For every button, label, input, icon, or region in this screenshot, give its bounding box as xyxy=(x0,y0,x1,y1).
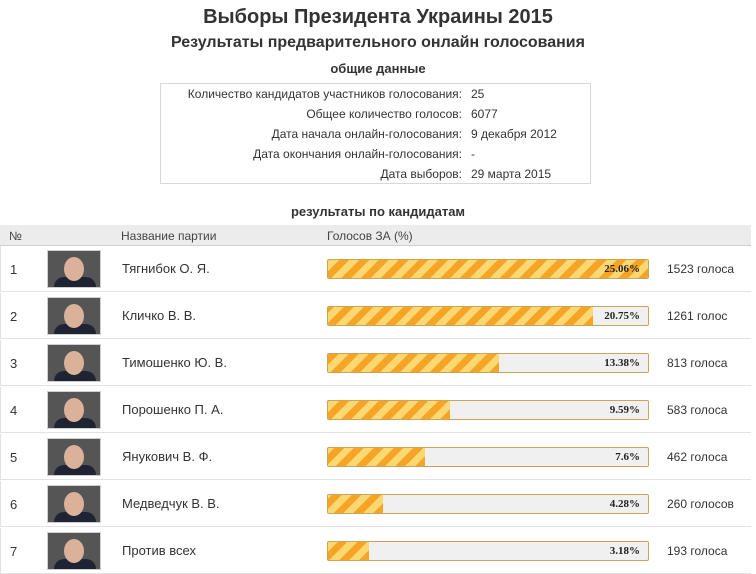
vote-percent: 7.6% xyxy=(615,451,640,463)
vote-progress-bar: 3.18% xyxy=(327,541,649,561)
table-row: 4 Порошенко П. А. 9.59% 583 голоса xyxy=(0,387,751,433)
candidate-name[interactable]: Янукович В. Ф. xyxy=(122,449,213,464)
info-label: Дата окончания онлайн-голосования: xyxy=(253,147,462,161)
candidate-name[interactable]: Кличко В. В. xyxy=(122,308,197,323)
info-value: 25 xyxy=(471,87,485,101)
candidate-photo[interactable] xyxy=(47,532,101,570)
column-header-name: Название партии xyxy=(121,229,217,243)
info-row-start-date: Дата начала онлайн-голосования: 9 декабр… xyxy=(161,124,592,144)
vote-count: 260 голосов xyxy=(667,497,734,511)
vote-progress-fill xyxy=(328,260,648,278)
candidate-name[interactable]: Тимошенко Ю. В. xyxy=(122,355,227,370)
table-row: 1 Тягнибок О. Я. 25.06% 1523 голоса xyxy=(0,246,751,292)
info-label: Количество кандидатов участников голосов… xyxy=(187,87,462,101)
row-number: 2 xyxy=(10,309,18,324)
vote-percent: 3.18% xyxy=(609,545,640,557)
info-row-total-votes: Общее количество голосов: 6077 xyxy=(161,104,592,124)
info-value: 29 марта 2015 xyxy=(471,167,552,181)
row-number: 4 xyxy=(10,403,18,418)
candidate-photo[interactable] xyxy=(47,344,101,382)
table-row: 3 Тимошенко Ю. В. 13.38% 813 голоса xyxy=(0,340,751,386)
candidate-name[interactable]: Медведчук В. В. xyxy=(122,496,220,511)
general-info-box: Количество кандидатов участников голосов… xyxy=(160,83,591,184)
vote-progress-fill xyxy=(328,354,499,372)
page-title: Выборы Президента Украины 2015 xyxy=(203,6,553,28)
info-value: 9 декабря 2012 xyxy=(471,127,557,141)
vote-percent: 9.59% xyxy=(609,404,640,416)
table-row: 2 Кличко В. В. 20.75% 1261 голос xyxy=(0,293,751,339)
vote-progress-bar: 25.06% xyxy=(327,259,649,279)
vote-progress-fill xyxy=(328,542,369,560)
info-value: - xyxy=(471,147,475,161)
vote-percent: 25.06% xyxy=(604,263,640,275)
vote-progress-fill xyxy=(328,307,593,325)
info-row-candidates: Количество кандидатов участников голосов… xyxy=(161,84,592,104)
candidate-photo[interactable] xyxy=(47,250,101,288)
table-row: 5 Янукович В. Ф. 7.6% 462 голоса xyxy=(0,434,751,480)
vote-progress-bar: 9.59% xyxy=(327,400,649,420)
vote-progress-fill xyxy=(328,495,383,513)
candidate-photo[interactable] xyxy=(47,485,101,523)
vote-percent: 4.28% xyxy=(609,498,640,510)
vote-percent: 20.75% xyxy=(604,310,640,322)
candidate-photo[interactable] xyxy=(47,297,101,335)
row-number: 1 xyxy=(10,262,18,277)
column-header-num: № xyxy=(9,229,22,243)
vote-percent: 13.38% xyxy=(604,357,640,369)
vote-progress-fill xyxy=(328,401,450,419)
vote-count: 1523 голоса xyxy=(667,262,735,276)
row-number: 7 xyxy=(10,544,18,559)
vote-progress-bar: 13.38% xyxy=(327,353,649,373)
vote-progress-fill xyxy=(328,448,425,466)
info-label: Дата начала онлайн-голосования: xyxy=(271,127,462,141)
column-header-votes: Голосов ЗА (%) xyxy=(327,229,413,243)
info-row-end-date: Дата окончания онлайн-голосования: - xyxy=(161,144,592,164)
vote-count: 813 голоса xyxy=(667,356,728,370)
vote-count: 583 голоса xyxy=(667,403,728,417)
row-number: 3 xyxy=(10,356,18,371)
candidate-photo[interactable] xyxy=(47,391,101,429)
vote-progress-bar: 4.28% xyxy=(327,494,649,514)
table-row: 7 Против всех 3.18% 193 голоса xyxy=(0,528,751,574)
candidate-name[interactable]: Против всех xyxy=(122,543,196,558)
row-number: 5 xyxy=(10,450,18,465)
vote-count: 462 голоса xyxy=(667,450,728,464)
info-row-election-date: Дата выборов: 29 марта 2015 xyxy=(161,164,592,184)
candidate-photo[interactable] xyxy=(47,438,101,476)
info-label: Общее количество голосов: xyxy=(306,107,462,121)
candidate-name[interactable]: Тягнибок О. Я. xyxy=(122,261,210,276)
general-heading: общие данные xyxy=(330,61,426,76)
vote-progress-bar: 7.6% xyxy=(327,447,649,467)
vote-progress-bar: 20.75% xyxy=(327,306,649,326)
info-value: 6077 xyxy=(471,107,498,121)
vote-count: 1261 голос xyxy=(667,309,728,323)
results-table-header: № Название партии Голосов ЗА (%) xyxy=(0,225,751,246)
info-label: Дата выборов: xyxy=(380,167,462,181)
table-row: 6 Медведчук В. В. 4.28% 260 голосов xyxy=(0,481,751,527)
results-heading: результаты по кандидатам xyxy=(290,204,466,219)
candidate-name[interactable]: Порошенко П. А. xyxy=(122,402,224,417)
vote-count: 193 голоса xyxy=(667,544,728,558)
row-number: 6 xyxy=(10,497,18,512)
page-subtitle: Результаты предварительного онлайн голос… xyxy=(171,34,585,51)
